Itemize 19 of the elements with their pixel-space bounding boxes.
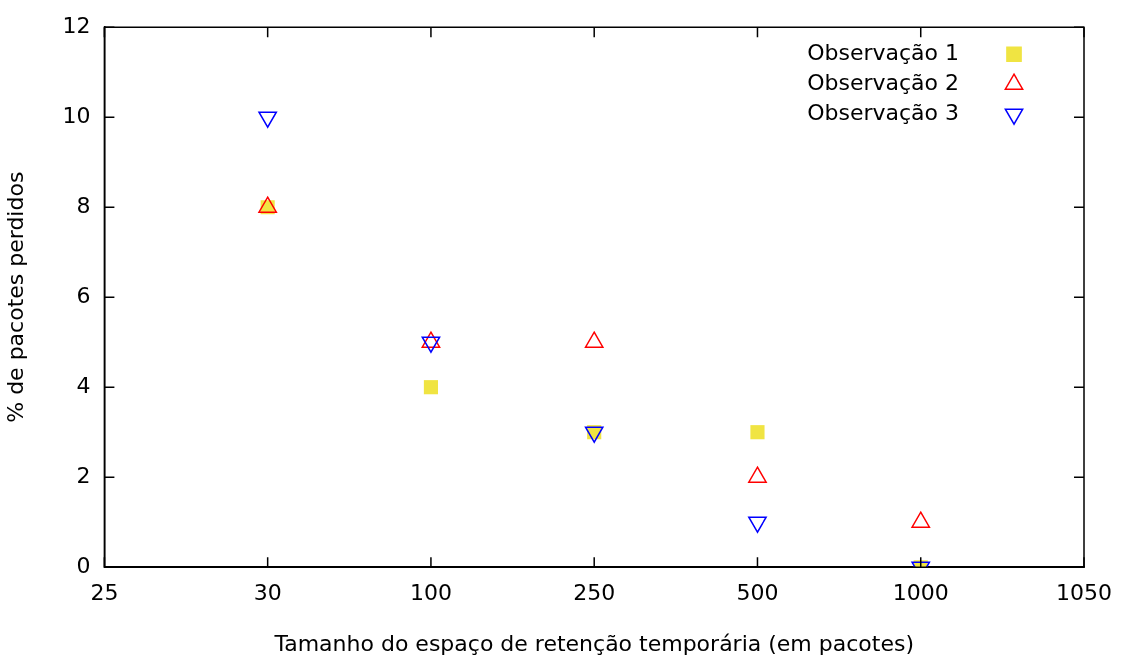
- legend-label: Observação 1: [807, 39, 960, 65]
- legend-label: Observação 3: [807, 99, 960, 125]
- x-tick-label: 500: [736, 580, 779, 606]
- y-tick-label: 0: [76, 552, 91, 578]
- x-tick-label: 25: [90, 580, 119, 606]
- x-tick-label: 100: [409, 580, 452, 606]
- x-tick-label: 1000: [892, 580, 949, 606]
- y-tick-label: 10: [62, 102, 91, 128]
- y-tick-label: 4: [76, 372, 91, 398]
- y-tick-label: 6: [76, 282, 91, 308]
- x-axis-title: Tamanho do espaço de retenção temporária (em pacotes): [273, 630, 914, 656]
- x-tick-label: 30: [253, 580, 282, 606]
- x-tick-label: 250: [573, 580, 616, 606]
- y-tick-label: 2: [76, 462, 91, 488]
- x-tick-label: 1050: [1056, 580, 1113, 606]
- legend-label: Observação 2: [807, 69, 960, 95]
- y-tick-label: 8: [76, 192, 91, 218]
- y-tick-label: 12: [62, 12, 91, 38]
- y-axis-title: % de pacotes perdidos: [2, 171, 28, 423]
